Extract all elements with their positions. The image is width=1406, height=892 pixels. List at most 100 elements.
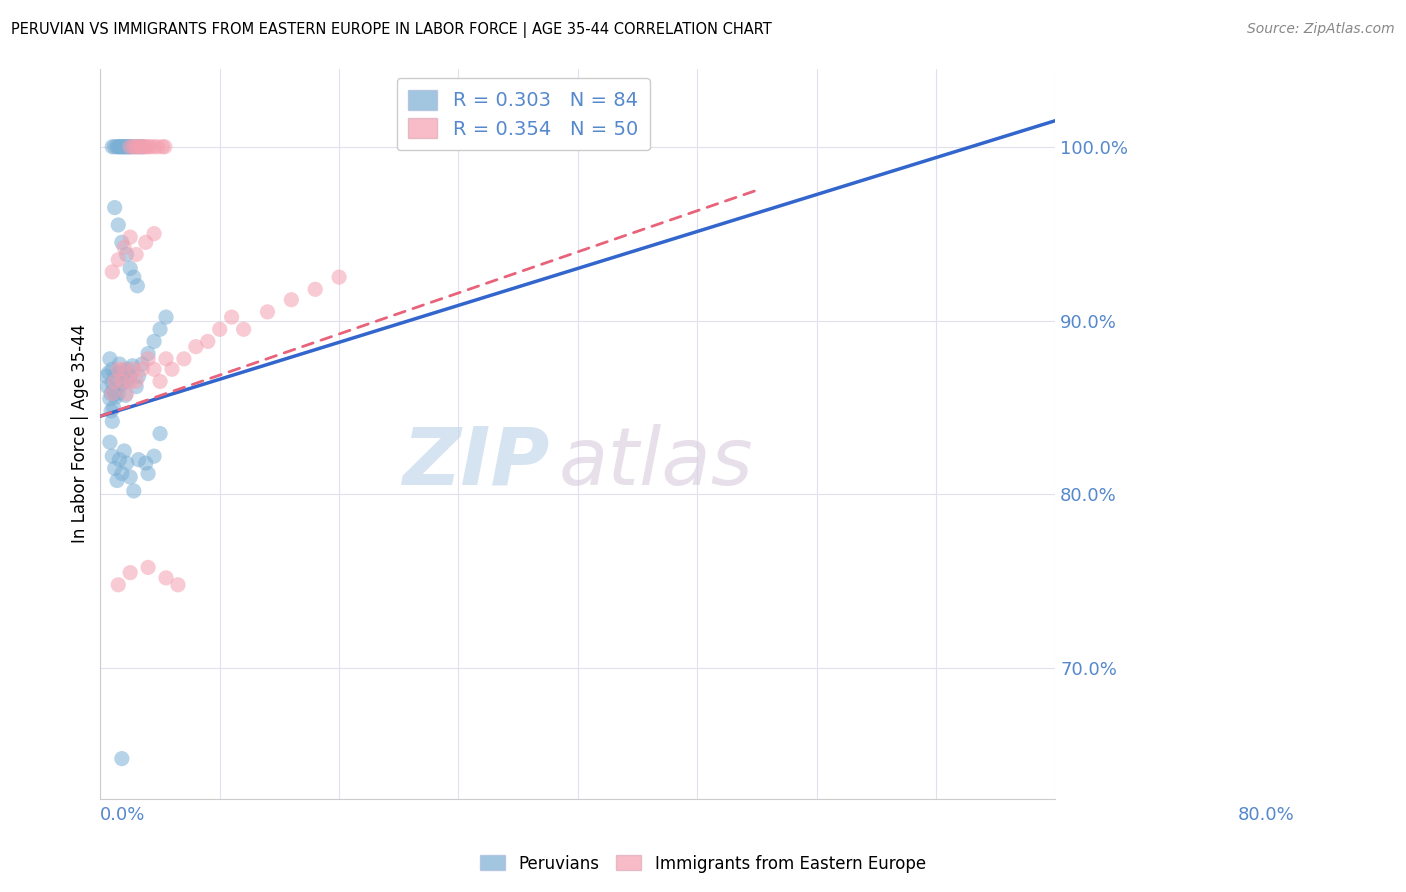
Point — [122, 270, 145, 285]
Text: 80.0%: 80.0% — [1237, 805, 1294, 824]
Point — [108, 357, 131, 371]
Point — [110, 377, 132, 392]
Point — [104, 201, 127, 215]
Point — [120, 375, 142, 389]
Point — [101, 386, 124, 401]
Point — [208, 322, 231, 336]
Point — [122, 140, 145, 154]
Point — [115, 456, 138, 470]
Point — [103, 383, 125, 397]
Point — [125, 140, 148, 154]
Point — [120, 140, 142, 154]
Point — [129, 140, 152, 154]
Legend: R = 0.303   N = 84, R = 0.354   N = 50: R = 0.303 N = 84, R = 0.354 N = 50 — [396, 78, 650, 151]
Point — [173, 351, 195, 366]
Point — [155, 310, 177, 324]
Point — [143, 362, 166, 376]
Point — [125, 379, 148, 393]
Point — [111, 140, 134, 154]
Point — [127, 278, 149, 293]
Point — [101, 265, 124, 279]
Point — [107, 140, 129, 154]
Text: 0.0%: 0.0% — [100, 805, 146, 824]
Point — [114, 388, 136, 402]
Point — [122, 140, 145, 154]
Point — [96, 379, 118, 393]
Point — [122, 483, 145, 498]
Point — [115, 247, 138, 261]
Point — [107, 362, 129, 376]
Legend: Peruvians, Immigrants from Eastern Europe: Peruvians, Immigrants from Eastern Europ… — [474, 848, 932, 880]
Point — [100, 386, 122, 401]
Point — [232, 322, 254, 336]
Text: ZIP: ZIP — [402, 424, 550, 502]
Point — [122, 362, 145, 376]
Point — [129, 140, 152, 154]
Point — [121, 359, 143, 373]
Point — [101, 362, 124, 376]
Point — [120, 261, 142, 276]
Point — [118, 140, 141, 154]
Point — [107, 578, 129, 592]
Point — [136, 467, 159, 481]
Point — [101, 414, 124, 428]
Point — [125, 140, 148, 154]
Point — [111, 368, 134, 382]
Point — [115, 140, 138, 154]
Point — [117, 362, 139, 376]
Point — [160, 362, 183, 376]
Point — [125, 247, 148, 261]
Point — [107, 252, 129, 267]
Point — [101, 376, 124, 391]
Point — [104, 461, 127, 475]
Point — [280, 293, 302, 307]
Point — [304, 282, 326, 296]
Point — [105, 379, 128, 393]
Point — [136, 560, 159, 574]
Point — [115, 386, 138, 401]
Point — [115, 375, 138, 389]
Point — [136, 346, 159, 360]
Point — [101, 449, 124, 463]
Point — [105, 140, 128, 154]
Point — [328, 270, 350, 285]
Point — [114, 140, 136, 154]
Point — [101, 140, 124, 154]
Point — [117, 140, 139, 154]
Point — [112, 444, 135, 458]
Point — [149, 426, 172, 441]
Point — [149, 375, 172, 389]
Point — [111, 235, 134, 250]
Point — [155, 571, 177, 585]
Point — [98, 392, 121, 406]
Point — [112, 375, 135, 389]
Point — [97, 366, 120, 380]
Point — [135, 456, 157, 470]
Text: PERUVIAN VS IMMIGRANTS FROM EASTERN EUROPE IN LABOR FORCE | AGE 35-44 CORRELATIO: PERUVIAN VS IMMIGRANTS FROM EASTERN EURO… — [11, 22, 772, 38]
Point — [112, 364, 135, 378]
Point — [128, 140, 150, 154]
Point — [143, 449, 166, 463]
Point — [132, 140, 155, 154]
Point — [136, 351, 159, 366]
Point — [143, 227, 166, 241]
Point — [131, 357, 153, 371]
Point — [128, 452, 150, 467]
Point — [104, 375, 127, 389]
Point — [132, 140, 155, 154]
Point — [98, 435, 121, 450]
Point — [120, 566, 142, 580]
Point — [100, 404, 122, 418]
Point — [152, 140, 174, 154]
Point — [110, 140, 132, 154]
Point — [135, 140, 157, 154]
Point — [111, 751, 134, 765]
Point — [105, 474, 128, 488]
Point — [112, 241, 135, 255]
Text: atlas: atlas — [558, 424, 754, 502]
Point — [136, 140, 159, 154]
Point — [111, 375, 134, 389]
Point — [135, 235, 157, 250]
Point — [107, 386, 129, 401]
Point — [120, 230, 142, 244]
